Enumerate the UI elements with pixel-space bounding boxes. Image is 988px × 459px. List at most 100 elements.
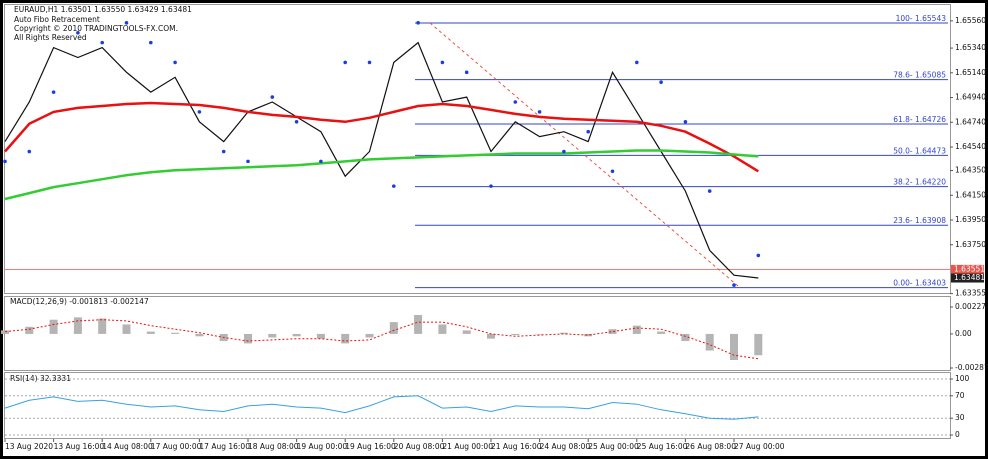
sar-dot	[586, 129, 590, 134]
sar-dot	[562, 149, 566, 154]
price-label-bg	[951, 264, 984, 274]
x-tick-label: 13 Aug 16:00	[54, 442, 105, 451]
chart-background	[3, 3, 985, 456]
sar-dot	[392, 184, 396, 188]
indicator-line	[4, 319, 759, 360]
fibo-label: 38.2- 1.64220	[893, 178, 946, 187]
histogram-bar	[754, 333, 763, 356]
histogram-bar	[292, 333, 301, 337]
fibo-label: 78.6- 1.65085	[893, 71, 946, 80]
histogram-bar	[268, 333, 277, 338]
sar-dot	[270, 95, 275, 99]
x-tick-label: 18 Aug 08:00	[248, 442, 299, 451]
y-tick-label: 1.64940	[955, 93, 986, 102]
indicator-line	[4, 149, 759, 201]
sar-dot	[100, 40, 104, 45]
sar-dot	[464, 70, 469, 75]
fibo-label: 23.6- 1.63908	[893, 216, 946, 225]
price-line-series	[4, 41, 759, 279]
histogram-bar	[584, 333, 593, 337]
sar-dot	[659, 80, 663, 85]
y-tick-label: 0.00	[955, 329, 972, 338]
x-tick-label: 19 Aug 00:00	[297, 442, 348, 451]
histogram-bar	[171, 332, 180, 334]
fibo-label: 50.0- 1.64473	[893, 146, 946, 155]
histogram-bar	[657, 331, 666, 334]
y-tick-label: 1.64150	[955, 190, 986, 199]
y-tick-label: 100	[955, 374, 970, 383]
x-tick-label: 17 Aug 16:00	[199, 442, 250, 451]
histogram-bar	[681, 333, 690, 342]
x-tick-label: 24 Aug 08:00	[540, 442, 591, 451]
y-tick-label: 1.64350	[955, 166, 986, 175]
sar-dot	[149, 40, 153, 45]
price-label: 1.63551	[954, 264, 985, 273]
y-tick-label: 0	[955, 430, 960, 439]
sar-dot	[246, 159, 250, 164]
y-tick-label: 0.002274	[955, 302, 988, 311]
sar-dot	[3, 159, 7, 164]
x-tick-label: 27 Aug 00:00	[734, 442, 785, 451]
histogram-bar	[438, 324, 447, 334]
y-tick-label: 1.64740	[955, 117, 986, 126]
sar-dot	[513, 100, 518, 104]
histogram-bar	[365, 333, 374, 338]
annotation: Copyright © 2010 TRADINGTOOLS-FX.COM.	[14, 24, 178, 33]
sar-dot	[197, 110, 202, 114]
y-tick-label: 1.63355	[955, 289, 986, 298]
histogram-bar	[316, 333, 325, 339]
y-tick-label: 1.63950	[955, 215, 986, 224]
histogram-bar	[535, 333, 544, 335]
histogram-bar	[632, 325, 641, 334]
rsi-panel-frame	[4, 372, 951, 439]
sar-dot	[27, 149, 32, 154]
histogram-bar	[730, 333, 738, 360]
histogram-bar	[487, 333, 495, 339]
histogram-bar	[244, 333, 252, 344]
sar-dot	[489, 184, 493, 188]
y-tick-label: 1.64540	[955, 142, 986, 151]
sar-dot	[367, 60, 372, 65]
sar-dot	[76, 30, 80, 35]
annotation: Auto Fibo Retracement	[14, 15, 100, 24]
histogram-bar	[146, 331, 155, 334]
sar-dot	[707, 189, 712, 193]
x-tick-label: 26 Aug 08:00	[685, 442, 736, 451]
y-tick-label: 30	[955, 413, 965, 422]
histogram-bar	[414, 314, 423, 334]
histogram-bar	[122, 324, 131, 334]
x-tick-label: 14 Aug 08:00	[102, 442, 153, 451]
x-tick-label: 19 Aug 16:00	[345, 442, 396, 451]
sar-dot	[319, 159, 323, 164]
indicator-line	[4, 101, 759, 173]
x-tick-label: 21 Aug 00:00	[442, 442, 493, 451]
sar-dot	[610, 169, 615, 174]
x-tick-label: 25 Aug 16:00	[637, 442, 688, 451]
fibo-label: 61.8- 1.64726	[893, 115, 946, 124]
histogram-bar	[1, 330, 9, 334]
sar-dot	[756, 253, 761, 258]
sar-dot	[683, 120, 688, 124]
sar-dot	[294, 120, 299, 124]
histogram-bar	[195, 333, 204, 337]
histogram-bar	[389, 322, 398, 334]
sar-dot	[416, 21, 420, 25]
sar-dot	[51, 90, 56, 94]
chart-title: EURAUD,H1 1.63501 1.63550 1.63429 1.6348…	[14, 5, 192, 14]
y-tick-label: 1.65340	[955, 43, 986, 52]
sar-dot	[124, 21, 129, 25]
sar-dot	[173, 60, 177, 65]
y-tick-label: 70	[955, 391, 965, 400]
histogram-bar	[608, 329, 617, 334]
fibo-label: 0.00- 1.63403	[893, 279, 946, 288]
indicator-line	[4, 395, 759, 420]
histogram-bar	[462, 330, 471, 334]
sar-dot	[537, 110, 542, 114]
price-label: 1.63481	[954, 273, 985, 282]
rsi-title: RSI(14) 32.3331	[10, 374, 71, 383]
x-tick-label: 17 Aug 00:00	[151, 442, 202, 451]
sar-dot	[732, 283, 736, 287]
y-tick-label: 1.65560	[955, 16, 986, 25]
